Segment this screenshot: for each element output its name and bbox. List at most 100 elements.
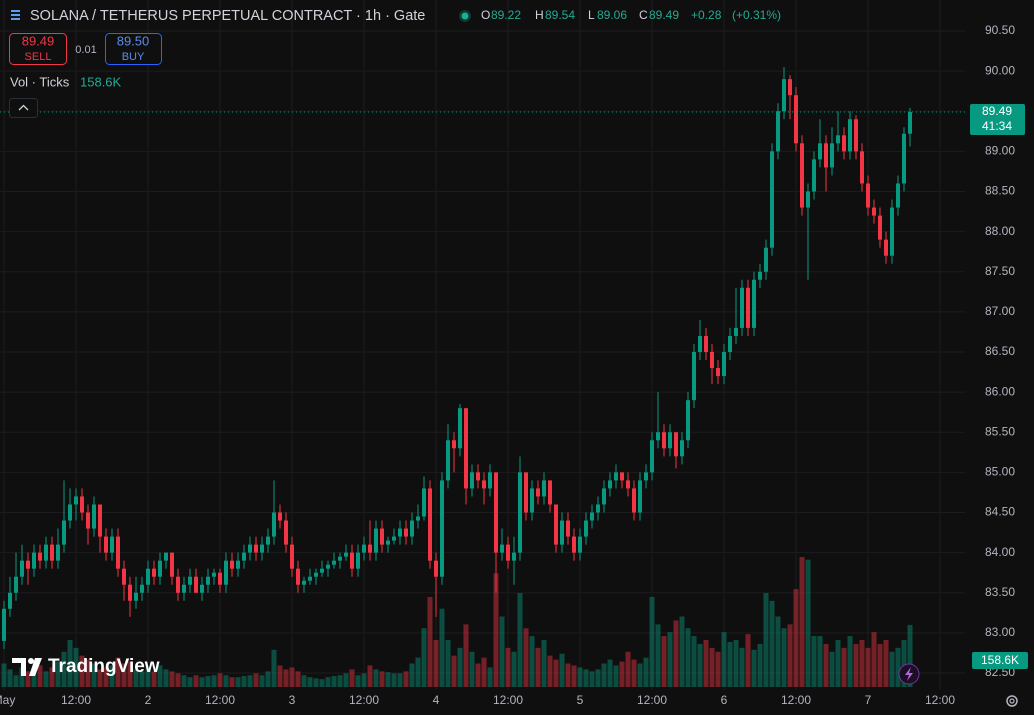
volume-bar (817, 636, 823, 687)
candle-body (554, 504, 558, 545)
candle-body (224, 560, 228, 585)
volume-bar (805, 559, 811, 687)
candle-body (296, 568, 300, 585)
y-tick-label: 83.00 (985, 625, 1015, 639)
buy-price[interactable]: 89.50 (117, 33, 150, 48)
volume-bar (433, 640, 439, 687)
volume-bar (61, 651, 67, 687)
buy-button[interactable] (105, 33, 162, 65)
volume-bar (37, 665, 43, 687)
candle-body (668, 432, 672, 449)
volume-bar (865, 647, 871, 687)
sell-label[interactable]: SELL (25, 51, 52, 63)
candle-body (734, 327, 738, 336)
volume-bar (133, 669, 139, 687)
y-tick-label: 86.50 (985, 344, 1015, 358)
candle-body (200, 584, 204, 593)
volume-pane (1, 557, 913, 687)
volume-bar (631, 659, 637, 687)
candle-body (686, 400, 690, 441)
candle-body (446, 440, 450, 481)
candle-body (206, 576, 210, 585)
change-pct: (+0.31%) (732, 8, 781, 22)
candle-body (32, 552, 36, 569)
candle-body (746, 287, 750, 328)
candle-body (362, 544, 366, 553)
volume-bar (901, 640, 907, 687)
spread: 0.01 (75, 44, 96, 56)
candle-body (134, 592, 138, 601)
candle-body (266, 536, 270, 545)
candle-body (38, 552, 42, 561)
volume-badge (972, 652, 1028, 669)
y-tick-label: 90.50 (985, 23, 1015, 37)
x-tick-label: 6 (721, 693, 728, 707)
volume-bar (67, 640, 73, 687)
volume-bar (637, 663, 643, 687)
candle-body (866, 183, 870, 208)
volume-bar (187, 677, 193, 687)
price-timer: 41:34 (982, 119, 1012, 133)
volume-bar (661, 636, 667, 687)
y-tick-label: 83.50 (985, 585, 1015, 599)
x-tick-label: 12:00 (61, 693, 91, 707)
buy-label[interactable]: BUY (122, 51, 145, 63)
y-tick-label: 88.00 (985, 224, 1015, 238)
candle-body (452, 440, 456, 449)
candle-body (482, 480, 486, 489)
volume-bar (745, 634, 751, 687)
volume-bar (859, 640, 865, 687)
volume-bar (31, 673, 37, 687)
candle-body (884, 239, 888, 256)
volume-bar (679, 616, 685, 687)
volume-bar (127, 661, 133, 687)
candle-body (416, 516, 420, 521)
candle-body (350, 552, 354, 569)
l-value: 89.06 (597, 8, 627, 22)
last-price-badge (970, 104, 1025, 136)
candle-body (488, 472, 492, 489)
candle-body (392, 536, 396, 541)
volume-bar (421, 628, 427, 687)
volume-bar (487, 667, 493, 687)
volume-bar (541, 640, 547, 687)
volume-badge-label: 158.6K (981, 653, 1019, 667)
candle-body (368, 544, 372, 553)
settings-button[interactable] (1006, 695, 1018, 707)
last-price-label: 89.49 (982, 104, 1012, 118)
volume-bar (415, 657, 421, 687)
volume-bar (673, 620, 679, 687)
volume-bar (295, 671, 301, 687)
volume-legend-name: Vol · Ticks (10, 74, 70, 89)
x-tick-label: 4 (433, 693, 440, 707)
volume-bar (877, 643, 883, 687)
candle-body (44, 544, 48, 561)
volume-bar (289, 667, 295, 687)
candle-body (344, 552, 348, 557)
candle-body (602, 488, 606, 505)
volume-bar (685, 628, 691, 687)
candle-body (2, 608, 6, 641)
candle-body (170, 552, 174, 577)
volume-bar (835, 640, 841, 687)
candle-body (902, 133, 906, 184)
volume-bar (619, 661, 625, 687)
candle-body (818, 143, 822, 160)
candle-body (56, 544, 60, 561)
sell-price[interactable]: 89.49 (22, 33, 55, 48)
sell-button[interactable] (9, 33, 67, 65)
volume-bar (733, 640, 739, 687)
collapse-button[interactable] (9, 98, 38, 118)
symbol-title[interactable]: SOLANA / TETHERUS PERPETUAL CONTRACT · 1… (30, 8, 425, 24)
volume-bar (169, 671, 175, 687)
candle-body (182, 584, 186, 593)
volume-bar (511, 651, 517, 687)
volume-bar (547, 655, 553, 687)
candle-body (578, 536, 582, 553)
volume-bar (301, 675, 307, 687)
candle-body (824, 143, 828, 168)
candle-body (836, 135, 840, 144)
volume-bar (139, 671, 145, 687)
volume-bar (259, 675, 265, 687)
volume-bar (709, 647, 715, 687)
